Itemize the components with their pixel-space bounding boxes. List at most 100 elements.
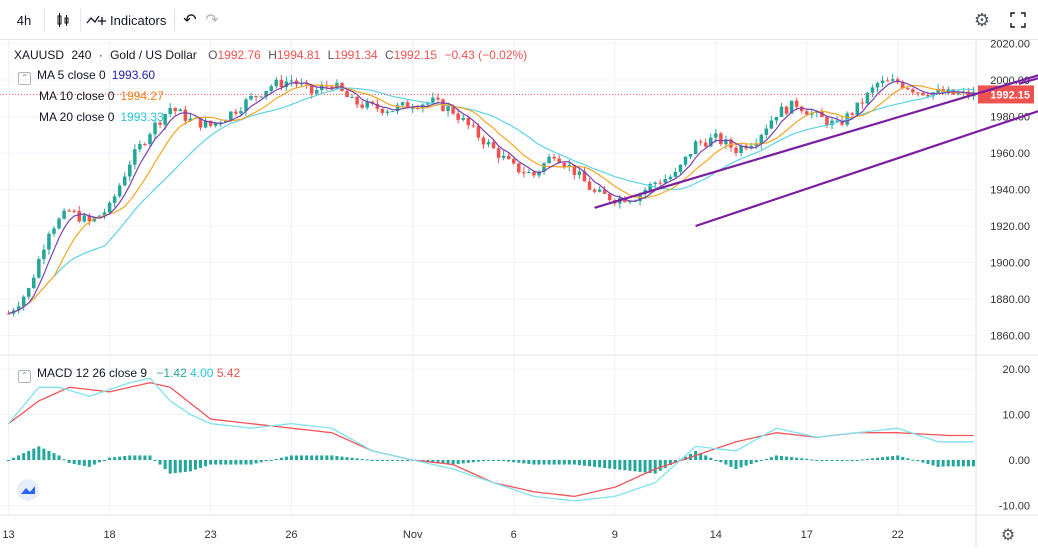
candle [592, 187, 597, 194]
candle [890, 73, 895, 82]
candle [916, 91, 920, 97]
macd-histogram-bar [108, 457, 112, 460]
candle-body [269, 86, 274, 91]
chart-type-button[interactable] [50, 6, 76, 34]
macd-histogram-bar [881, 457, 885, 460]
ma10-legend[interactable]: MA 10 close 0 1994.27 [39, 89, 164, 103]
macd-histogram-bar [92, 460, 96, 465]
candle-body [562, 163, 567, 167]
candle [26, 287, 31, 300]
tradingview-logo [17, 479, 39, 501]
candle [668, 174, 673, 181]
candle-body [426, 102, 430, 105]
candle-body [875, 83, 880, 88]
candle [32, 274, 36, 289]
macd-histogram-bar [305, 455, 309, 460]
candle-body [840, 120, 844, 125]
candle [410, 103, 415, 113]
candle-body [532, 171, 536, 176]
chart-canvas[interactable]: 2020.00 2000.00 1980.00 1960.00 1940.00 1920.… [0, 39, 1038, 548]
macd-histogram-bar [734, 460, 738, 470]
collapse-icon[interactable]: ⌃ [18, 72, 31, 85]
macd-histogram-bar [522, 460, 526, 464]
trendline [1018, 77, 1038, 85]
macd-histogram-bar [178, 460, 182, 473]
candle-body [314, 90, 319, 94]
candle-body [21, 296, 26, 307]
settings-button[interactable]: ⚙ [970, 6, 994, 34]
macd-histogram-bar [385, 460, 389, 461]
candle-body [178, 109, 183, 112]
axis-settings-icon[interactable]: ⚙ [1001, 525, 1015, 544]
candle-body [511, 159, 516, 164]
macd-tick-label: 10.00 [1002, 410, 1030, 422]
macd-histogram-bar [628, 460, 632, 471]
macd-histogram-bar [274, 458, 278, 460]
macd-histogram-bar [598, 460, 602, 468]
price-tick-label: 1880.00 [990, 294, 1030, 306]
candle [239, 106, 243, 117]
macd-legend[interactable]: ⌃ MACD 12 26 close 9 −1.42 4.00 5.42 [18, 366, 240, 383]
candle [885, 77, 890, 82]
ma5-legend[interactable]: ⌃ MA 5 close 0 1993.60 [18, 68, 155, 85]
candle [759, 133, 764, 150]
candle [314, 86, 319, 96]
candle-body [506, 155, 511, 160]
macd-histogram-bar [593, 460, 597, 467]
macd-histogram-bar [406, 460, 410, 461]
candle-body [259, 96, 263, 98]
candle-body [168, 107, 172, 115]
macd-histogram-bar [502, 460, 506, 462]
candle-body [921, 92, 925, 96]
ma20-legend[interactable]: MA 20 close 0 1993.33 [39, 110, 164, 124]
candle [547, 154, 551, 164]
open-value: 1992.76 [217, 48, 261, 62]
indicators-button[interactable]: Indicators [86, 6, 170, 34]
macd-histogram-bar [128, 455, 132, 460]
macd-histogram-bar [759, 460, 763, 461]
candle [456, 108, 460, 124]
macd-histogram-bar [527, 460, 531, 464]
macd-histogram-bar [143, 455, 147, 460]
chart-area[interactable]: 2020.00 2000.00 1980.00 1960.00 1940.00 1920.… [0, 39, 1038, 548]
macd-histogram-bar [390, 460, 394, 461]
macd-histogram-bar [618, 460, 622, 470]
candle-body [143, 143, 147, 145]
macd-histogram-bar [209, 460, 213, 465]
candle [719, 131, 723, 147]
candle [72, 208, 76, 214]
redo-button[interactable]: ↷ [202, 6, 222, 34]
indicators-icon [86, 15, 106, 25]
undo-button[interactable]: ↶ [180, 6, 200, 34]
candle [461, 114, 465, 122]
macd-histogram-bar [27, 450, 31, 460]
candle [658, 179, 663, 186]
collapse-icon[interactable]: ⌃ [18, 370, 31, 383]
candle-body [173, 107, 178, 112]
candle-body [557, 158, 561, 164]
candle [880, 76, 885, 88]
macd-histogram-bar [173, 460, 177, 474]
macd-histogram-bar [67, 460, 71, 464]
macd-histogram-bar [941, 460, 945, 467]
candle [6, 310, 11, 315]
candle [112, 194, 117, 208]
candle [820, 107, 824, 118]
candle-body [890, 79, 895, 81]
macd-histogram-bar [486, 460, 490, 461]
candle-body [72, 210, 76, 212]
macd-histogram-bar [158, 460, 162, 465]
candle-body [112, 196, 117, 203]
macd-histogram-bar [113, 457, 117, 460]
macd-histogram-bar [906, 458, 910, 460]
interval-button[interactable]: 4h [10, 6, 38, 34]
macd-histogram-bar [355, 458, 359, 460]
macd-histogram-bar [810, 459, 814, 461]
redo-icon: ↷ [205, 12, 219, 29]
fullscreen-button[interactable] [1006, 6, 1030, 34]
macd-histogram-bar [643, 460, 647, 473]
macd-histogram-bar [380, 460, 384, 461]
macd-histogram-bar [87, 460, 91, 467]
macd-histogram-bar [668, 460, 672, 466]
candle-body [769, 120, 774, 129]
